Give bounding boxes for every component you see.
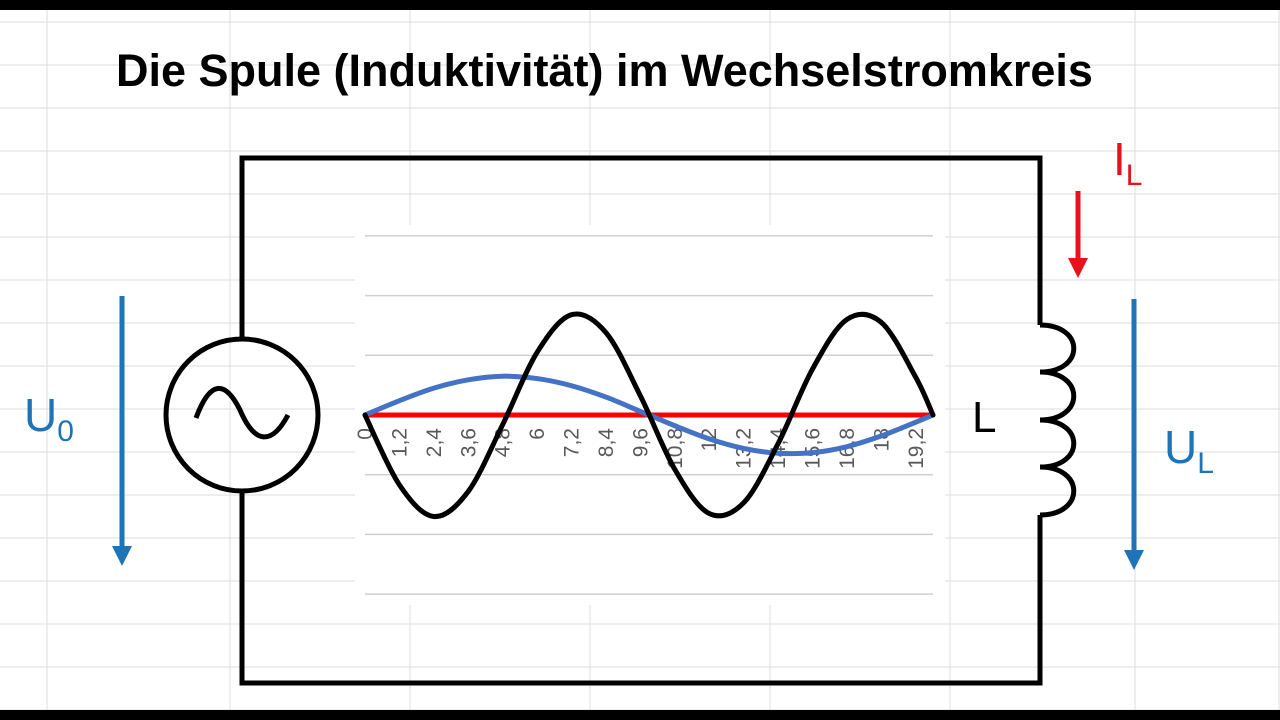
x-tick-label: 1,2 bbox=[388, 428, 411, 457]
coil-voltage-arrow bbox=[1124, 299, 1144, 570]
circuit-wire bbox=[239, 155, 1043, 686]
coil-current-arrow bbox=[1068, 191, 1088, 278]
x-tick-label: 9,6 bbox=[629, 428, 652, 457]
x-tick-label: 10,8 bbox=[664, 428, 687, 469]
coil-label: L bbox=[972, 393, 997, 442]
coil-icon bbox=[1039, 322, 1077, 518]
source-voltage-label: U0 bbox=[24, 389, 74, 448]
top-black-bar bbox=[0, 0, 1280, 10]
source-voltage-arrow bbox=[112, 296, 132, 566]
x-tick-label: 19,2 bbox=[905, 428, 928, 469]
series-line-1 bbox=[362, 373, 936, 457]
coil-current-label: IL bbox=[1113, 133, 1143, 192]
x-tick-label: 15,6 bbox=[802, 428, 825, 469]
sine-wave-icon bbox=[193, 386, 291, 440]
page-title: Die Spule (Induktivität) im Wechselstrom… bbox=[116, 45, 1093, 96]
x-tick-label: 0 bbox=[354, 428, 377, 440]
series-line-0 bbox=[362, 311, 936, 519]
x-tick-label: 6 bbox=[526, 428, 549, 440]
bottom-black-bar bbox=[0, 710, 1280, 720]
voltage-current-chart: 0 1,2 2,4 3,6 4,8 6 7,2 8,4 9,6 10,8 12 13,2 14,4 15,… bbox=[354, 225, 945, 605]
x-tick-label: 7,2 bbox=[561, 428, 584, 457]
coil-voltage-label: UL bbox=[1164, 421, 1214, 480]
x-tick-label: 2,4 bbox=[423, 428, 446, 458]
x-tick-label: 3,6 bbox=[457, 428, 480, 457]
x-tick-label: 8,4 bbox=[595, 428, 618, 458]
ac-source-icon bbox=[163, 336, 321, 494]
